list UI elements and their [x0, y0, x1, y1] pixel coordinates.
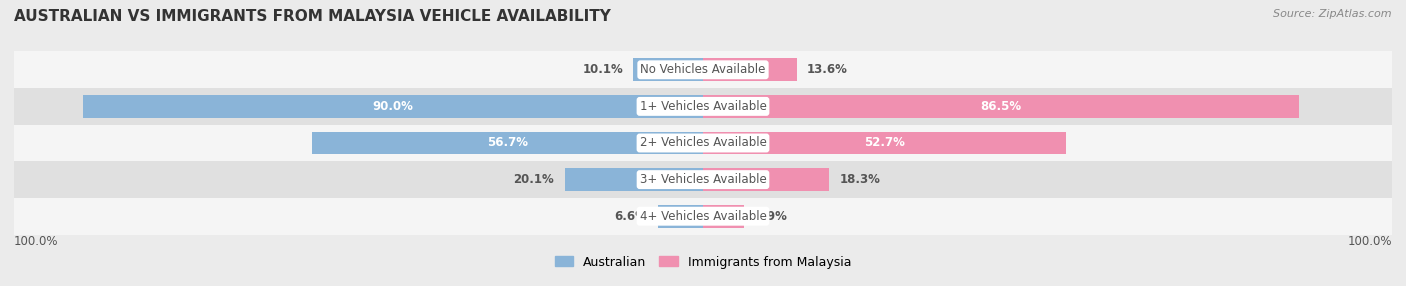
Text: 4+ Vehicles Available: 4+ Vehicles Available — [640, 210, 766, 223]
Text: 13.6%: 13.6% — [807, 63, 848, 76]
Bar — [703, 58, 797, 81]
Text: Source: ZipAtlas.com: Source: ZipAtlas.com — [1274, 9, 1392, 19]
Bar — [14, 88, 1392, 125]
Text: 18.3%: 18.3% — [839, 173, 880, 186]
Text: 5.9%: 5.9% — [754, 210, 787, 223]
Bar — [14, 198, 1392, 235]
Text: 90.0%: 90.0% — [373, 100, 413, 113]
Text: 1+ Vehicles Available: 1+ Vehicles Available — [640, 100, 766, 113]
Legend: Australian, Immigrants from Malaysia: Australian, Immigrants from Malaysia — [554, 255, 852, 269]
Bar — [703, 95, 1299, 118]
Text: 10.1%: 10.1% — [582, 63, 623, 76]
Text: 6.6%: 6.6% — [614, 210, 647, 223]
Text: 56.7%: 56.7% — [488, 136, 529, 150]
Bar — [14, 161, 1392, 198]
Bar — [658, 205, 703, 228]
Bar — [703, 205, 744, 228]
Text: No Vehicles Available: No Vehicles Available — [640, 63, 766, 76]
Bar — [634, 58, 703, 81]
Bar — [14, 125, 1392, 161]
Text: 20.1%: 20.1% — [513, 173, 554, 186]
Bar — [83, 95, 703, 118]
Bar — [703, 168, 830, 191]
Bar — [14, 51, 1392, 88]
Bar — [312, 132, 703, 154]
Text: AUSTRALIAN VS IMMIGRANTS FROM MALAYSIA VEHICLE AVAILABILITY: AUSTRALIAN VS IMMIGRANTS FROM MALAYSIA V… — [14, 9, 612, 23]
Text: 2+ Vehicles Available: 2+ Vehicles Available — [640, 136, 766, 150]
Text: 3+ Vehicles Available: 3+ Vehicles Available — [640, 173, 766, 186]
Text: 52.7%: 52.7% — [865, 136, 905, 150]
Bar — [703, 132, 1066, 154]
Bar — [565, 168, 703, 191]
Text: 100.0%: 100.0% — [14, 235, 59, 247]
Text: 100.0%: 100.0% — [1347, 235, 1392, 247]
Text: 86.5%: 86.5% — [980, 100, 1022, 113]
